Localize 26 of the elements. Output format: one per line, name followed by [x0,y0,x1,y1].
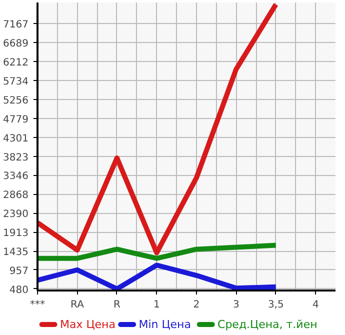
y-tick-label: 2868 [3,190,29,202]
legend-label: Max Цена [60,318,116,331]
y-tick-label: 957 [9,266,29,277]
y-tick-label: 4779 [3,114,29,126]
y-tick-label: 5256 [3,95,29,106]
x-tick-label: 3 [232,300,240,310]
x-tick-label: R [113,300,120,310]
y-tick-label: 2390 [3,209,29,220]
y-tick-label: 3823 [3,152,29,164]
legend-label: Min Цена [138,318,191,331]
legend-label: Сред.Цена, т.йен [218,318,318,331]
x-tick-label: *** [30,300,45,310]
x-tick-label: 1 [154,300,160,310]
y-tick-label: 5734 [3,76,29,88]
x-tick-label: 2 [193,300,200,310]
y-tick-label: 1913 [3,228,29,240]
x-tick-label: 3,5 [268,300,284,310]
x-tick-label: 4 [312,300,319,310]
y-tick-label: 4301 [3,133,29,144]
y-tick-label: 480 [9,284,29,296]
y-tick-label: 6212 [3,58,29,69]
y-tick-label: 3346 [3,171,29,182]
x-tick-label: RA [70,300,84,310]
y-tick-label: 1435 [3,247,29,258]
y-tick-label: 7167 [3,20,29,31]
y-tick-label: 6689 [3,38,29,50]
